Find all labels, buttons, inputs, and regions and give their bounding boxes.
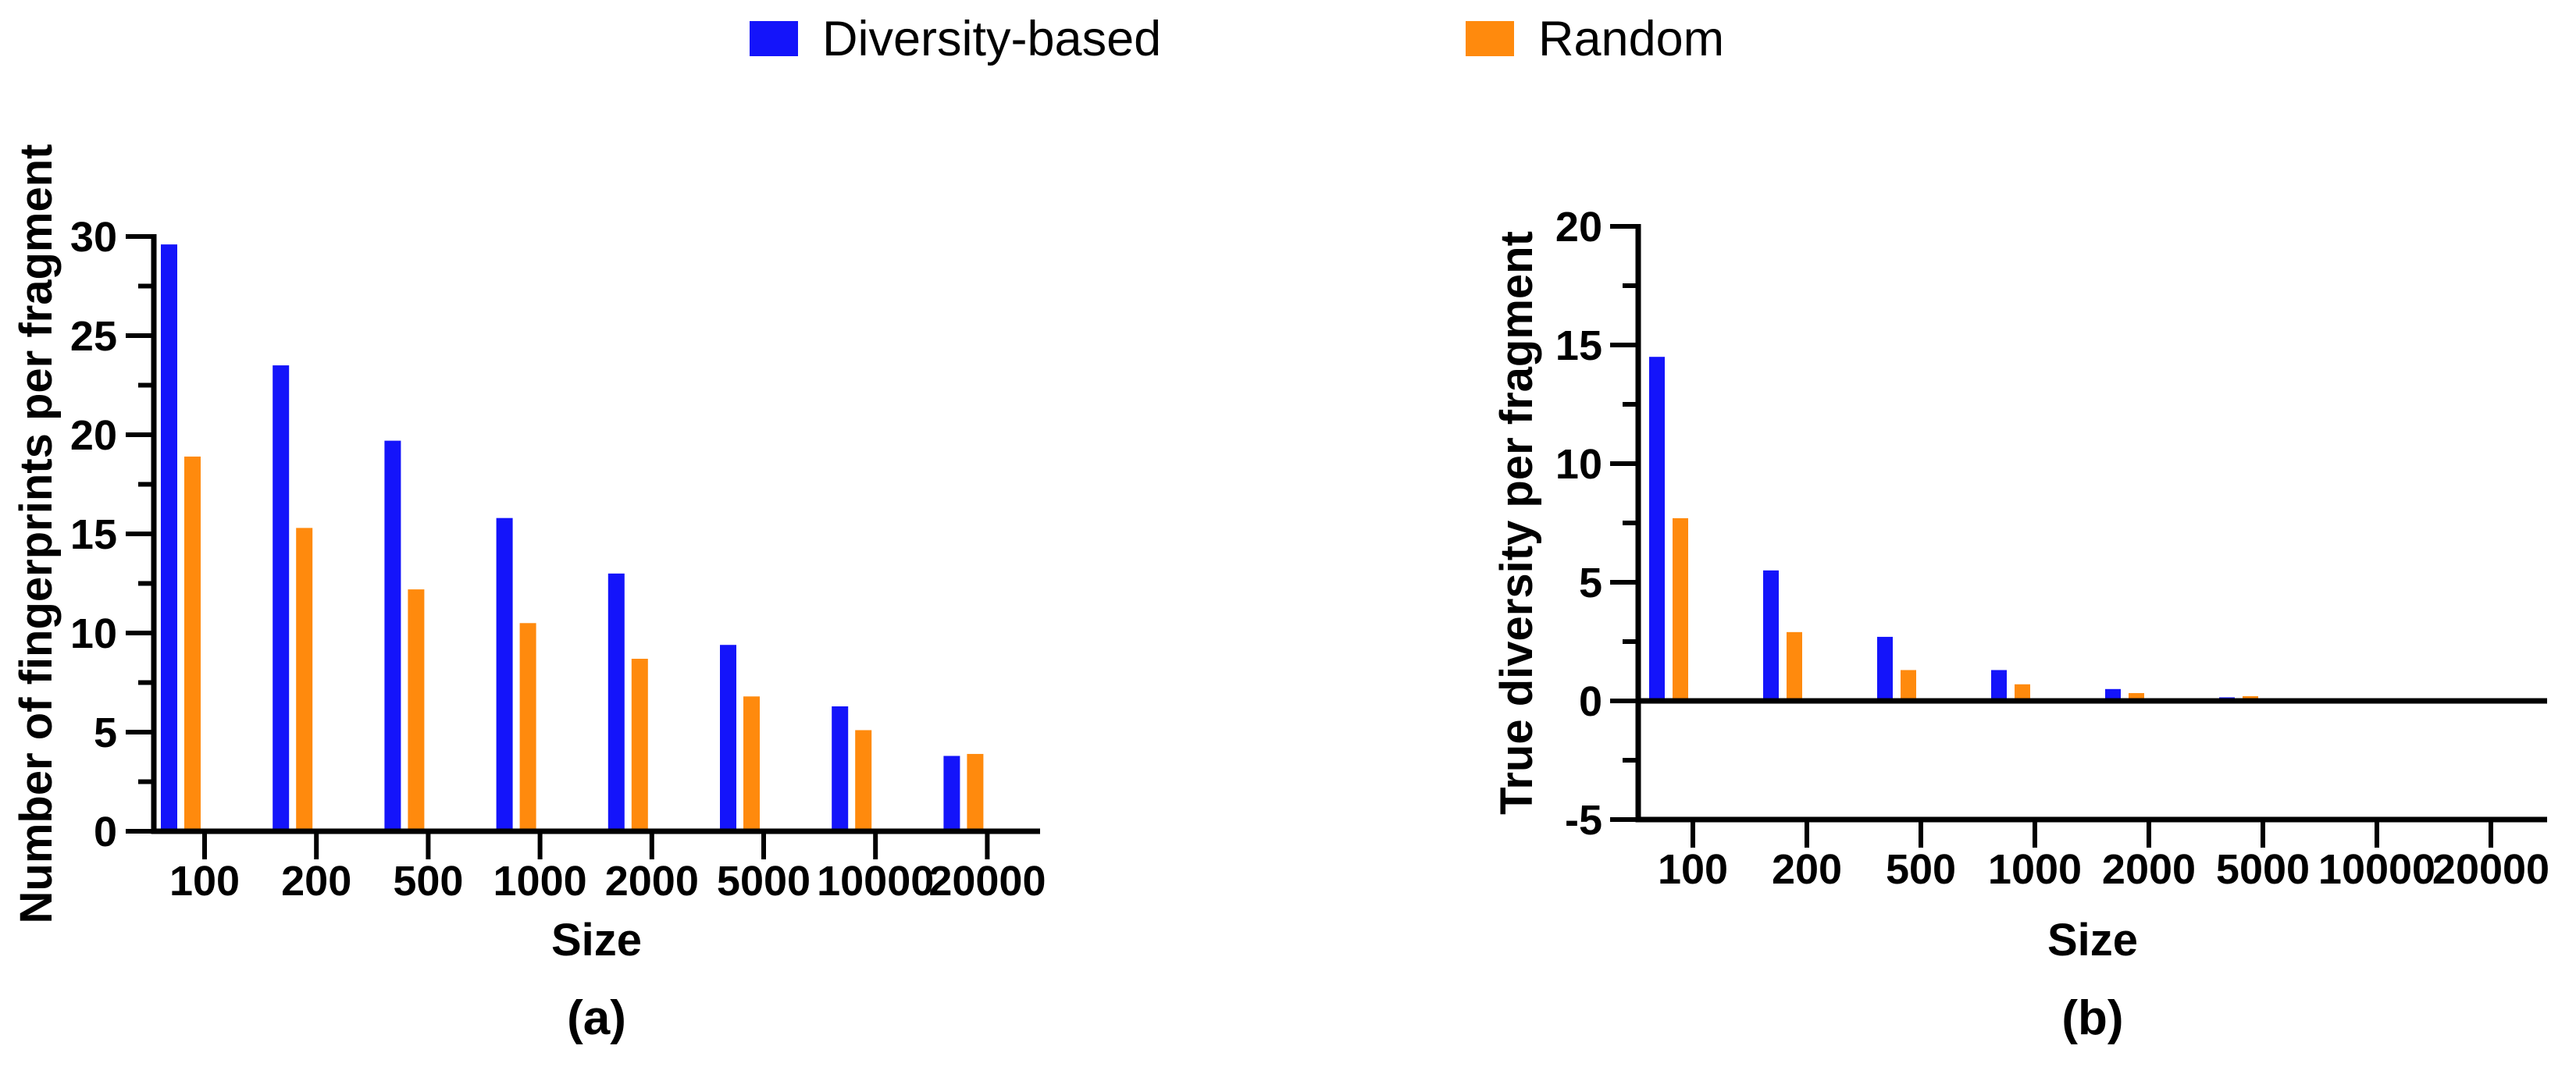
y-tick-label: 10 — [1555, 441, 1602, 488]
bar-diversity-2000 — [607, 573, 625, 831]
bar-diversity-1000 — [1991, 670, 2007, 701]
y-tick-label: 5 — [1579, 560, 1602, 606]
bar-diversity-100 — [1649, 357, 1665, 701]
legend-swatch-random-icon — [1466, 21, 1514, 56]
bar-random-500 — [408, 589, 425, 831]
y-tick-label: 5 — [94, 709, 117, 756]
legend-label-diversity: Diversity-based — [822, 12, 1162, 66]
panel-label: (a) — [567, 991, 626, 1045]
y-tick-label: 30 — [70, 214, 117, 261]
y-tick-label: -5 — [1565, 797, 1602, 844]
x-axis-title: Size — [2047, 915, 2138, 966]
x-tick-label: 10000 — [2318, 846, 2435, 893]
bar-random-1000 — [2015, 684, 2030, 701]
bar-diversity-500 — [1877, 636, 1893, 701]
x-tick-label: 2000 — [2102, 846, 2196, 893]
bar-random-20000 — [967, 753, 984, 831]
y-tick-label: 20 — [1555, 204, 1602, 251]
x-tick-label: 200 — [1772, 846, 1842, 893]
y-axis-title: True diversity per fragment — [1491, 231, 1542, 815]
x-tick-label: 5000 — [2216, 846, 2310, 893]
y-tick-label: 0 — [1579, 678, 1602, 725]
bar-diversity-1000 — [496, 517, 513, 831]
legend-label-random: Random — [1538, 12, 1725, 66]
bar-diversity-10000 — [832, 706, 849, 831]
bar-random-200 — [296, 528, 313, 831]
x-tick-label: 200 — [281, 858, 351, 905]
x-tick-label: 20000 — [928, 858, 1046, 905]
bar-diversity-500 — [384, 440, 401, 831]
legend-swatch-diversity-icon — [750, 21, 798, 56]
bar-random-200 — [1787, 631, 1802, 701]
x-tick-label: 500 — [393, 858, 463, 905]
x-tick-label: 1000 — [493, 858, 587, 905]
bar-diversity-20000 — [943, 756, 960, 831]
y-tick-label: 15 — [70, 511, 117, 558]
bar-random-2000 — [2129, 692, 2144, 701]
x-tick-label: 100 — [1658, 846, 1728, 893]
y-tick-label: 20 — [70, 412, 117, 459]
y-tick-label: 0 — [94, 809, 117, 855]
bar-diversity-2000 — [2105, 688, 2121, 701]
y-tick-label: 25 — [70, 313, 117, 360]
bar-random-2000 — [631, 659, 648, 831]
x-axis-title: Size — [551, 915, 642, 966]
x-tick-label: 2000 — [605, 858, 699, 905]
bar-random-100 — [1673, 517, 1688, 701]
bar-random-5000 — [743, 696, 760, 831]
x-tick-label: 100 — [169, 858, 240, 905]
bar-diversity-200 — [273, 365, 290, 832]
bar-random-100 — [184, 456, 201, 831]
x-tick-label: 500 — [1886, 846, 1956, 893]
bar-random-10000 — [855, 730, 872, 831]
bar-diversity-5000 — [720, 645, 736, 831]
x-tick-label: 10000 — [817, 858, 934, 905]
x-tick-label: 20000 — [2432, 846, 2549, 893]
bar-diversity-200 — [1763, 570, 1779, 701]
bar-random-1000 — [519, 623, 536, 831]
y-tick-label: 15 — [1555, 322, 1602, 369]
bar-diversity-100 — [161, 244, 177, 831]
x-tick-label: 5000 — [717, 858, 811, 905]
y-axis-title: Number of fingerprints per fragment — [11, 144, 62, 924]
panel-label: (b) — [2061, 991, 2123, 1045]
x-tick-label: 1000 — [1988, 846, 2082, 893]
bar-random-500 — [1901, 670, 1916, 701]
y-tick-label: 10 — [70, 610, 117, 657]
